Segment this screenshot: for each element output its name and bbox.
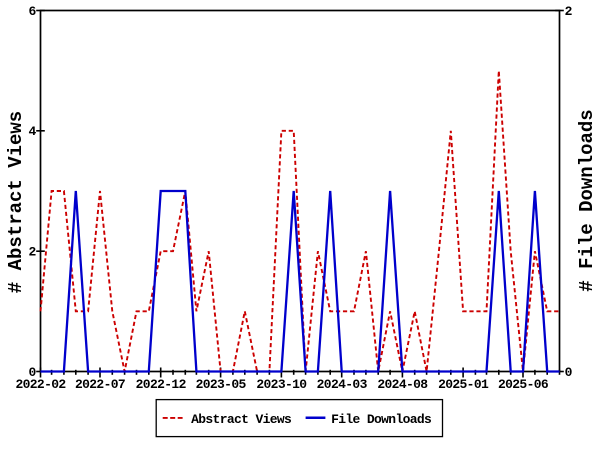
svg-text:2022-07: 2022-07 [75, 377, 125, 392]
svg-text:# Abstract Views: # Abstract Views [5, 111, 27, 293]
svg-text:2: 2 [565, 4, 573, 19]
svg-text:6: 6 [28, 4, 36, 19]
svg-text:0: 0 [28, 365, 36, 380]
svg-text:2023-10: 2023-10 [256, 377, 307, 392]
svg-text:2022-02: 2022-02 [15, 377, 66, 392]
svg-text:0: 0 [565, 365, 573, 380]
svg-text:2025-06: 2025-06 [498, 377, 549, 392]
svg-text:2023-05: 2023-05 [196, 377, 247, 392]
svg-text:File Downloads: File Downloads [331, 412, 432, 427]
svg-text:2024-03: 2024-03 [317, 377, 368, 392]
svg-text:2022-12: 2022-12 [136, 377, 187, 392]
svg-text:2: 2 [28, 245, 36, 260]
svg-text:Abstract Views: Abstract Views [191, 412, 292, 427]
svg-text:# File Downloads: # File Downloads [576, 109, 598, 291]
svg-text:2024-08: 2024-08 [377, 377, 428, 392]
svg-text:2025-01: 2025-01 [438, 377, 489, 392]
svg-text:4: 4 [28, 124, 36, 139]
